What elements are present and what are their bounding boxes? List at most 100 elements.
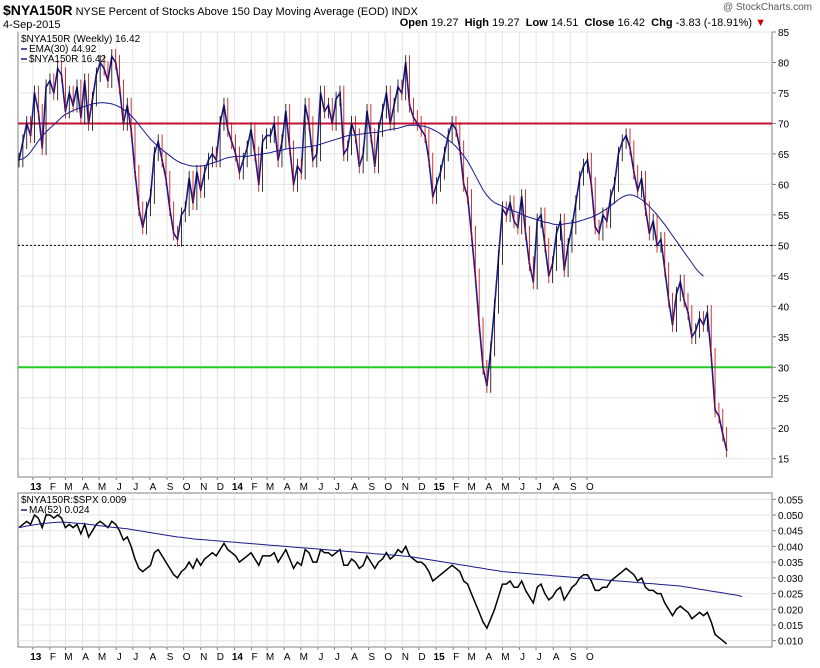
data-point [447,134,450,137]
data-point [636,189,639,192]
data-point [350,122,353,125]
chart-header: $NYA150R NYSE Percent of Stocks Above 15… [3,2,418,18]
x-tick-label: J [520,482,525,493]
data-point [91,98,94,100]
data-point [544,244,546,247]
data-point [304,104,307,107]
data-point [524,232,527,235]
data-point [145,207,148,210]
data-point [458,146,461,149]
data-point [130,128,133,131]
data-point [99,61,102,64]
x-tick-label: J [318,652,323,663]
y-tick-label: 75 [778,89,790,100]
data-point [83,79,86,82]
x-tick-label: 15 [434,482,446,493]
x-tick-label: D [418,482,425,493]
x-tick-label: A [82,652,89,663]
data-point [404,61,407,64]
x-tick-label: A [284,482,291,493]
data-point [230,140,233,143]
y-tick-label: 40 [778,302,790,313]
high-label: High [464,17,490,29]
down-arrow-icon: ▼ [755,17,766,29]
data-point [462,183,465,186]
data-point [551,262,554,265]
data-point [300,171,303,174]
x-tick-label: J [318,482,323,493]
data-point [408,104,411,107]
data-point [362,153,365,155]
data-point [114,61,117,64]
data-point [103,67,105,70]
y-tick-label: 0.045 [778,527,803,538]
x-tick-label: A [150,482,157,493]
data-point [308,122,310,125]
y-tick-label: 45 [778,272,790,283]
x-tick-label: F [50,482,56,493]
x-tick-label: D [217,482,224,493]
data-point [122,122,125,125]
data-point [253,153,256,155]
low-label: Low [525,17,548,29]
x-tick-label: A [553,652,560,663]
data-point [690,335,693,338]
x-tick-label: A [485,652,492,663]
data-point [640,177,643,180]
y-tick-label: 35 [778,333,790,344]
x-tick-label: M [64,652,72,663]
data-point [188,177,191,180]
data-point [273,122,276,125]
data-point [470,232,473,235]
data-point [694,329,697,332]
x-tick-label: A [351,652,358,663]
data-point [64,110,67,113]
data-point [87,122,90,125]
x-tick-label: S [368,482,375,493]
data-point [49,79,51,82]
legend-entry: EMA(30) 44.92 [29,44,97,55]
panel-frame [17,31,773,478]
close-value: 16.42 [617,17,646,29]
open-value: 19.27 [430,17,459,29]
data-point [319,92,322,94]
panel-frame [17,492,773,648]
data-point [718,415,720,417]
data-point [29,134,32,137]
y-tick-label: 0.035 [778,558,803,569]
x-tick-label: J [133,482,138,493]
data-point [219,122,221,125]
data-point [265,134,268,137]
chg-value: -3.83 (-18.91%) [675,17,753,29]
data-point [153,153,156,155]
data-point [60,73,63,76]
x-tick-label: A [351,482,358,493]
x-tick-label: O [384,482,392,493]
y-tick-label: 60 [778,180,790,191]
data-point [671,323,674,326]
data-point [547,274,550,277]
data-point [528,262,531,265]
data-point [416,122,419,125]
data-point [532,281,535,283]
x-tick-label: A [82,482,89,493]
data-point [192,201,194,204]
data-point [663,268,666,271]
y-tick-label: 70 [778,119,790,130]
data-point [431,195,434,198]
data-point [536,220,539,222]
data-point [335,98,337,100]
data-point [137,207,140,210]
y-tick-label: 85 [778,28,790,39]
data-point [118,85,121,88]
x-tick-label: J [133,652,138,663]
data-point [567,244,570,247]
y-tick-label: 55 [778,211,790,222]
data-point [126,104,129,107]
data-point [141,226,144,228]
data-point [428,159,430,161]
data-point [574,201,577,204]
data-point [381,110,384,113]
x-tick-label: M [98,652,106,663]
